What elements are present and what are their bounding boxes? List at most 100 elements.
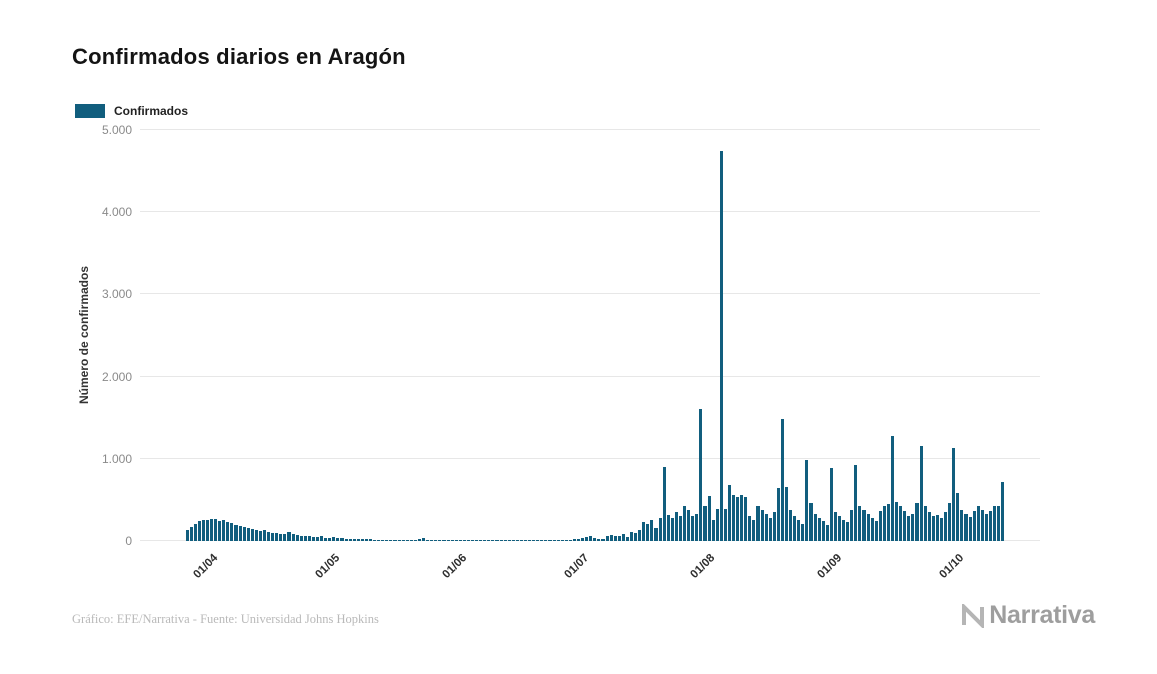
bar: [723, 508, 727, 541]
plot-area: [140, 129, 1040, 541]
source-note: Gráfico: EFE/Narrativa - Fuente: Univers…: [72, 612, 379, 626]
y-axis-labels: 0 1.000 2.000 3.000 4.000 5.000: [0, 123, 132, 548]
bar: [630, 531, 634, 541]
bar: [254, 529, 258, 541]
bar: [719, 150, 723, 541]
bar: [960, 509, 964, 541]
bar: [731, 495, 736, 541]
bar: [948, 503, 952, 541]
bar: [344, 538, 348, 541]
bar: [389, 539, 393, 541]
gridline: [140, 375, 1040, 377]
bar: [544, 539, 548, 541]
bar: [564, 539, 568, 541]
bar: [458, 539, 462, 541]
bar: [491, 539, 495, 541]
bar: [662, 466, 666, 541]
legend-swatch: [75, 104, 105, 118]
bar: [613, 536, 617, 541]
bar: [707, 496, 711, 541]
y-tick-label: 4.000: [101, 205, 132, 220]
bar: [813, 513, 817, 541]
bar: [609, 534, 613, 541]
bar: [189, 526, 193, 541]
bar: [426, 539, 430, 541]
bar: [332, 537, 336, 541]
bar: [882, 506, 886, 541]
bar: [776, 487, 780, 541]
bar: [980, 509, 984, 541]
bar: [687, 509, 691, 541]
bar: [279, 533, 283, 541]
bar: [956, 493, 960, 541]
bar: [891, 435, 895, 541]
bar: [658, 517, 662, 541]
bar: [638, 530, 642, 541]
bar: [470, 539, 475, 541]
bar: [703, 505, 707, 541]
bar: [377, 539, 381, 541]
narrativa-wordmark: Narrativa: [989, 601, 1095, 629]
bar: [760, 509, 764, 541]
bar: [854, 465, 858, 541]
bar: [805, 459, 809, 541]
bar: [262, 529, 267, 541]
bar: [572, 539, 576, 541]
bar: [976, 506, 980, 541]
bar: [381, 539, 385, 541]
bar: [283, 534, 287, 541]
bar: [556, 539, 560, 541]
bar: [862, 509, 866, 541]
bar: [328, 538, 332, 541]
bar: [577, 538, 581, 541]
bar: [503, 539, 507, 541]
bar: [907, 516, 911, 541]
bar: [340, 538, 344, 541]
bar: [736, 497, 740, 541]
bar: [222, 520, 226, 541]
bar: [634, 533, 638, 541]
bar: [185, 529, 189, 541]
bar: [271, 532, 275, 541]
bar: [275, 533, 279, 541]
y-tick-label: 5.000: [101, 123, 132, 137]
bar: [666, 514, 670, 541]
bar: [511, 539, 515, 541]
bar: [964, 513, 968, 541]
bar: [267, 531, 271, 541]
bar: [548, 539, 552, 541]
bar: [927, 512, 931, 541]
bar: [870, 517, 874, 541]
bar: [515, 539, 519, 541]
bar: [540, 539, 544, 541]
bar: [201, 520, 205, 541]
bar: [438, 539, 442, 541]
bar: [462, 539, 466, 541]
bar: [552, 539, 556, 541]
bar: [756, 506, 760, 541]
bar: [348, 538, 352, 541]
bar: [997, 505, 1001, 541]
bar: [356, 539, 360, 541]
bar: [715, 509, 719, 541]
bar: [764, 513, 768, 541]
bar: [740, 494, 744, 541]
bar: [944, 512, 948, 541]
bar: [748, 516, 752, 541]
bar: [829, 467, 833, 541]
bar: [519, 539, 523, 541]
bar: [311, 536, 315, 541]
bar: [780, 418, 784, 541]
bar: [866, 513, 870, 541]
bar: [931, 516, 935, 541]
bar: [784, 486, 789, 541]
bar: [369, 539, 373, 541]
bar: [422, 538, 426, 541]
bar: [487, 539, 491, 541]
bar: [218, 520, 222, 541]
bar: [409, 539, 413, 541]
bar: [336, 537, 340, 541]
bar: [809, 503, 813, 541]
bar: [988, 511, 992, 541]
bar: [691, 516, 695, 541]
